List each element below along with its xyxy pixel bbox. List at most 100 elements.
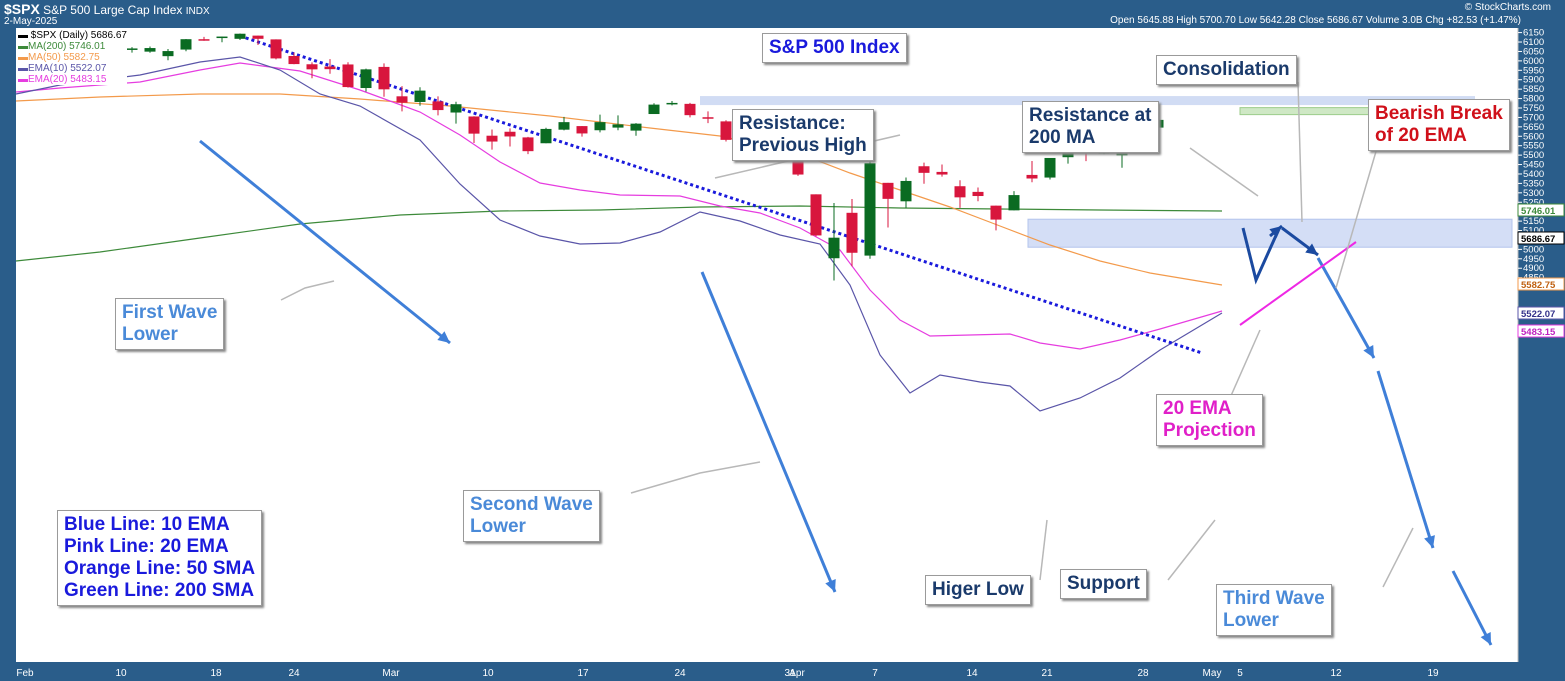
resistance-prev-high-callout: Resistance: Previous High [732,109,874,161]
candle-body [396,96,408,103]
y-tick-label: 5550 [1523,141,1544,152]
second-wave-pointer [630,461,761,494]
y-tick-label: 5950 [1523,65,1544,76]
x-tick-label: 14 [966,668,978,679]
resistance-band [700,96,1475,106]
candle-body [954,186,966,198]
y-tick-label: 4950 [1523,254,1544,265]
candle-body [234,33,246,39]
y-tick-label: 5850 [1523,84,1544,95]
candle-body [252,35,264,39]
candle-body [198,39,210,41]
legend-ma50: ▬MA(50) 5582.75 [18,52,100,63]
third-wave-arrow-3 [1451,570,1493,646]
candle-body [702,117,714,119]
x-tick-label: 24 [674,668,686,679]
candle-body [324,66,336,70]
candle-body [306,64,318,70]
higher-low-callout: Higer Low [925,575,1031,605]
y-tick-label: 5100 [1523,226,1544,237]
x-tick-label: 24 [288,668,300,679]
price-tag-box [1517,231,1565,245]
x-tick-label: 7 [872,668,878,679]
price-tag-value: 5746.01 [1521,206,1556,217]
second-wave-callout: Second Wave Lower [463,490,600,542]
candle-body [882,182,894,199]
third-wave-arrow-3-head [1480,632,1491,645]
y-tick-label: 5650 [1523,122,1544,133]
second-wave-arrow-head [825,579,836,592]
y-tick-label: 4900 [1523,263,1544,274]
candle-body [450,104,462,113]
candle-body [522,137,534,152]
x-tick-label: 10 [115,668,127,679]
candle-body [864,163,876,256]
ema10-line [15,56,1223,412]
legend-ema20: ▬EMA(20) 5483.15 [18,74,107,85]
candle-body [630,123,642,131]
y-tick-label: 6000 [1523,56,1544,67]
second-wave-arrow [700,271,837,593]
candle-body [1026,174,1038,179]
ohlc-line: Open 5645.88 High 5700.70 Low 5642.28 Cl… [1110,15,1521,26]
candle-body [288,55,300,65]
x-tick-label: Mar [382,668,400,679]
y-tick-label: 5900 [1523,75,1544,86]
candle-body [576,126,588,134]
symbol: $SPX [4,1,40,17]
candle-body [432,101,444,111]
chart-date: 2-May-2025 [4,16,58,27]
candle-body [126,48,138,50]
title-callout: S&P 500 Index [762,33,907,63]
candle-body [846,212,858,253]
y-tick-label: 5800 [1523,94,1544,105]
y-tick-label: 5250 [1523,197,1544,208]
x-tick-label: 10 [482,668,494,679]
consolidation-callout: Consolidation [1156,55,1297,85]
candle-body [558,122,570,130]
price-tag-box [1517,324,1565,338]
y-tick-label: 6150 [1523,28,1544,39]
candle-body [1062,150,1074,158]
index-name: S&P 500 Large Cap Index [43,3,183,17]
third-wave-arrow-2 [1376,370,1435,549]
price-tag-box [1517,203,1565,217]
support-pointer [1167,519,1216,581]
legend-ema10: ▬EMA(10) 5522.07 [18,63,107,74]
candle-body [216,36,228,39]
price-tag-box [1517,306,1565,320]
ema-projection-pointer [1229,329,1261,399]
candle-body [504,131,516,137]
x-tick-label: 12 [1330,668,1342,679]
consolidation-zigzag [1241,227,1280,285]
price-tag-box [1517,277,1565,291]
legend-price: ▬ $SPX (Daily) 5686.67 [18,30,127,41]
candle-body [684,103,696,116]
y-tick-label: 5700 [1523,112,1544,123]
candle-body [720,121,732,140]
resistance-200ma-pointer [1189,147,1259,197]
candle-body [918,166,930,173]
candle-body [180,39,192,50]
y-tick-label: 5350 [1523,178,1544,189]
candle-body [162,51,174,57]
candle-body [972,191,984,197]
price-tag-value: 5686.67 [1521,234,1555,245]
x-tick-label: 21 [1041,668,1053,679]
support-callout: Support [1060,569,1147,599]
candle-body [666,102,678,105]
y-tick-label: 5150 [1523,216,1544,227]
ema-projection-callout: 20 EMA Projection [1156,394,1263,446]
y-tick-label: 5300 [1523,188,1544,199]
x-tick-label: Apr [789,668,805,679]
legend-ma200: ▬MA(200) 5746.01 [18,41,106,52]
third-wave-arrow-2-head [1424,535,1435,548]
price-tag-value: 5582.75 [1521,280,1556,291]
price-tag-value: 5483.15 [1521,327,1556,338]
y-tick-label: 5600 [1523,131,1544,142]
consolidation-arrow-down-head [1305,243,1318,255]
trendline [239,34,1203,355]
candle-body [342,64,354,88]
y-tick-label: 6100 [1523,37,1544,48]
